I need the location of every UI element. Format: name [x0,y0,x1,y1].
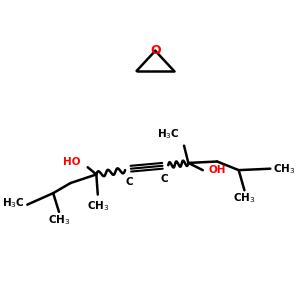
Text: OH: OH [208,165,226,175]
Text: HO: HO [63,157,80,166]
Text: CH$_3$: CH$_3$ [86,199,109,213]
Text: H$_3$C: H$_3$C [2,196,24,210]
Text: CH$_3$: CH$_3$ [273,162,296,176]
Text: CH$_3$: CH$_3$ [48,213,70,227]
Text: O: O [150,44,160,57]
Text: H$_3$C: H$_3$C [157,128,180,141]
Text: C: C [126,177,133,187]
Text: CH$_3$: CH$_3$ [233,192,256,206]
Text: C: C [160,174,168,184]
